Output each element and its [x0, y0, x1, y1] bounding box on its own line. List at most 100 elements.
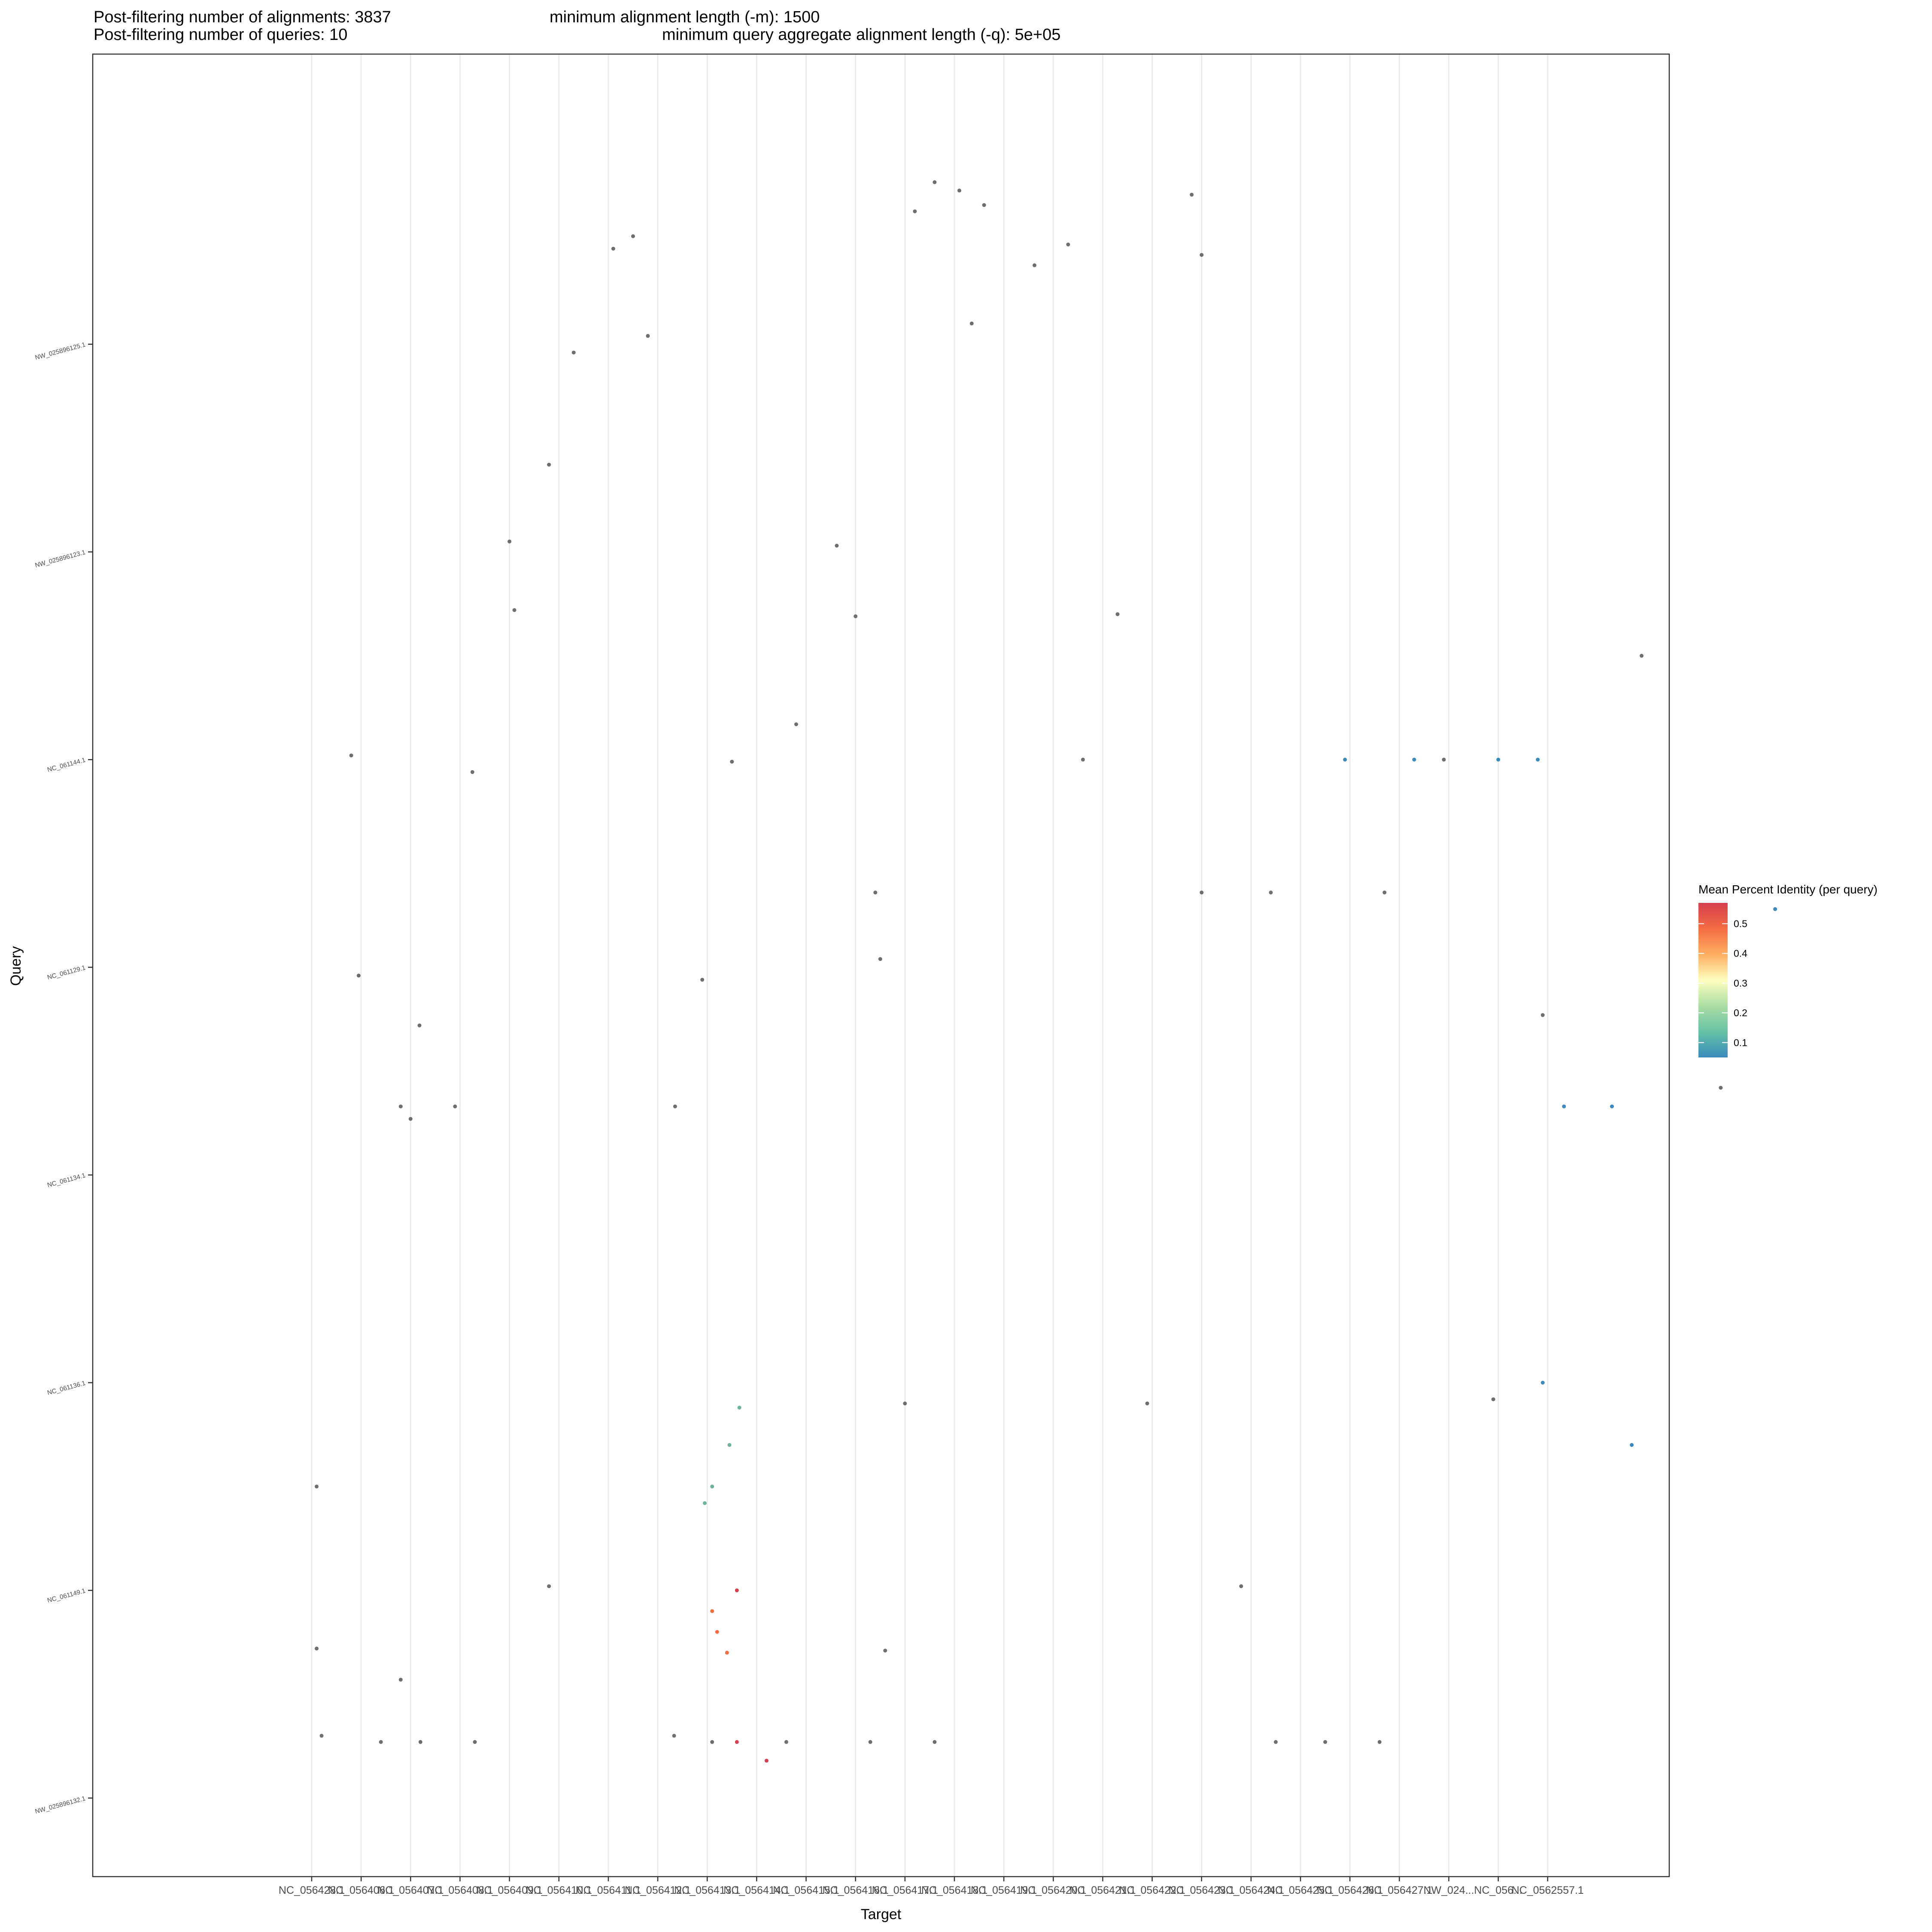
alignment-point: [903, 1401, 907, 1406]
alignment-point: [631, 234, 635, 238]
y-axis-title: Query: [8, 946, 24, 986]
x-tick-label: NC_056412.1: [625, 1884, 691, 1896]
alignment-point: [1200, 890, 1204, 895]
alignment-point: [878, 957, 882, 961]
x-tick-label: NC_056411.1: [576, 1884, 641, 1896]
min-alignment-length-text: minimum alignment length (-m): 1500: [550, 8, 820, 26]
alignment-point: [319, 1734, 324, 1738]
alignment-point: [725, 1650, 729, 1655]
alignment-point: [379, 1740, 383, 1744]
alignment-point: [673, 1104, 677, 1109]
alignment-point: [473, 1740, 477, 1744]
alignment-point: [1200, 253, 1204, 257]
query-count-text: Post-filtering number of queries: 10: [94, 26, 348, 44]
x-tick-label: NC_0562557.1: [1512, 1884, 1584, 1896]
alignment-point: [315, 1646, 319, 1651]
x-tick-label: NC_056422.1: [1119, 1884, 1185, 1896]
alignment-point: [1323, 1740, 1327, 1744]
alignment-point: [1190, 193, 1194, 197]
alignment-point: [700, 978, 705, 982]
x-axis-ticks: NC_056428.1NC_056406.1NC_056407.1 NC_0564…: [279, 1877, 1584, 1896]
x-tick-label: NC_056421.1: [1069, 1884, 1136, 1896]
plot-panel: [92, 53, 1670, 1877]
x-tick-label: NC_056419.1: [971, 1884, 1037, 1896]
alignment-point: [1377, 1740, 1382, 1744]
alignment-point: [737, 1406, 741, 1410]
x-tick-label: NC_056424.1: [1218, 1884, 1284, 1896]
alignment-point: [672, 1734, 676, 1738]
legend-tick-label: 0.4: [1734, 948, 1747, 959]
alignment-point: [507, 539, 512, 544]
alignment-point: [1145, 1401, 1149, 1406]
alignment-point: [710, 1740, 714, 1744]
alignment-point: [315, 1484, 319, 1488]
alignment-point: [969, 321, 974, 325]
alignment-point: [349, 753, 353, 758]
alignment-point: [933, 180, 937, 184]
y-tick-label: NW_025896132.1: [34, 1795, 86, 1815]
alignment-point: [868, 1740, 872, 1744]
alignment-point: [1343, 757, 1347, 762]
alignment-point: [735, 1740, 739, 1744]
x-tick-label: NC_056426.1: [1317, 1884, 1383, 1896]
alignment-point: [854, 614, 858, 618]
x-tick-label: NC_056418.1: [921, 1884, 987, 1896]
alignment-point: [1496, 757, 1501, 762]
alignment-point: [453, 1104, 457, 1109]
alignment-point: [703, 1501, 707, 1505]
alignment-point: [1562, 1104, 1566, 1109]
alignment-point: [417, 1023, 422, 1027]
x-tick-label: NC_056423.1: [1169, 1884, 1235, 1896]
alignment-point: [470, 770, 474, 774]
x-tick-label: NW_024...: [1423, 1884, 1474, 1896]
legend-tick-label: 0.1: [1734, 1037, 1747, 1048]
y-tick-label: NW_025896125.1: [34, 341, 86, 361]
x-tick-label: NC_056407.1: [377, 1884, 444, 1896]
alignment-point: [784, 1740, 788, 1744]
alignment-point: [1081, 757, 1085, 762]
alignment-point: [547, 1584, 551, 1589]
alignment-point: [1773, 907, 1777, 911]
y-tick-label: NC_061136.1: [46, 1379, 86, 1397]
y-tick-label: NC_061149.1: [46, 1587, 86, 1604]
alignment-point: [710, 1609, 714, 1613]
alignment-point: [727, 1443, 732, 1447]
alignment-point: [1033, 263, 1036, 267]
alignment-point: [1540, 1381, 1545, 1385]
alignment-point: [1269, 890, 1273, 895]
alignment-point: [1610, 1104, 1614, 1109]
grid-lines: [311, 54, 1549, 1877]
alignment-point: [835, 544, 839, 548]
alignment-point: [398, 1104, 403, 1109]
legend-colorbar: [1698, 903, 1728, 1057]
y-tick-label: NC_061134.1: [46, 1172, 86, 1189]
x-tick-label: NC_056409.1: [476, 1884, 542, 1896]
y-tick-label: NC_061129.1: [46, 964, 86, 981]
alignment-point: [957, 188, 961, 193]
x-axis-title: Target: [861, 1906, 902, 1923]
x-tick-label: NC_056425.1: [1267, 1884, 1334, 1896]
legend: Mean Percent Identity (per query) 0.1 0.2…: [1698, 883, 1877, 1057]
y-axis-ticks: NW_025896132.1 NC_061149.1 NC_061136.1 NC_0…: [34, 341, 93, 1815]
alignment-point: [611, 246, 615, 251]
alignment-point: [646, 334, 650, 338]
alignment-point: [735, 1588, 739, 1592]
alignment-point: [1640, 653, 1644, 658]
legend-tick-label: 0.3: [1734, 978, 1747, 989]
alignment-point: [1540, 1013, 1545, 1017]
min-query-aggregate-text: minimum query aggregate alignment length…: [662, 26, 1061, 44]
legend-ticks: 0.1 0.2 0.3 0.4 0.5: [1698, 918, 1747, 1048]
alignment-point: [933, 1740, 937, 1744]
alignment-point: [883, 1649, 887, 1653]
alignment-point: [1536, 757, 1540, 762]
alignment-point: [512, 608, 516, 612]
x-tick-label: NC_056410.1: [526, 1884, 592, 1896]
alignment-point: [1115, 612, 1120, 617]
alignment-point: [710, 1484, 714, 1488]
alignment-point: [730, 759, 734, 764]
x-tick-label: NC_056428.1: [279, 1884, 345, 1896]
alignment-point: [1239, 1584, 1243, 1589]
alignment-point: [356, 973, 361, 978]
x-tick-label: NC_056406.1: [328, 1884, 394, 1896]
x-tick-label: NC_056415.1: [773, 1884, 839, 1896]
